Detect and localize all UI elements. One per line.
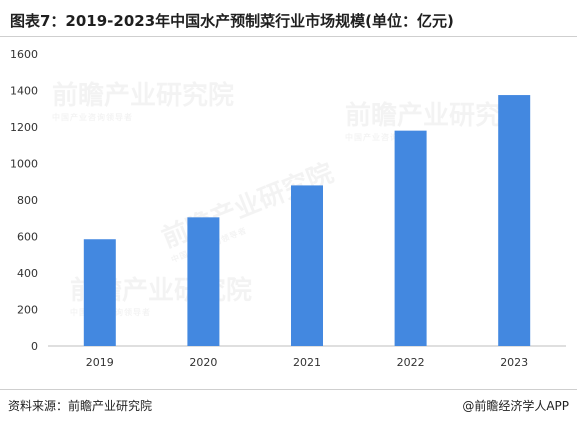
chart-title: 图表7：2019-2023年中国水产预制菜行业市场规模(单位：亿元): [10, 12, 454, 30]
x-tick-label: 2020: [189, 356, 217, 369]
x-tick-label: 2021: [293, 356, 321, 369]
bar-chart: 0 200 400 600 800 1000 1200 1400 1600 2019 2020 202…: [10, 48, 566, 369]
y-tick-label: 0: [31, 340, 38, 353]
bar-2019: [83, 239, 116, 346]
x-tick-label: 2023: [500, 356, 528, 369]
y-tick-label: 400: [17, 267, 38, 280]
x-tick-label: 2019: [86, 356, 114, 369]
y-tick-label: 800: [17, 194, 38, 207]
y-tick-label: 1400: [10, 85, 38, 98]
bar-2021: [291, 185, 323, 346]
y-tick-label: 600: [17, 231, 38, 244]
bar-2022: [394, 130, 427, 346]
bar-2023: [498, 95, 531, 346]
y-tick-label: 1000: [10, 158, 38, 171]
y-tick-label: 1200: [10, 121, 38, 134]
y-tick-label: 200: [17, 304, 38, 317]
y-tick-label: 1600: [10, 48, 38, 61]
brand-credit: @前瞻经济学人APP: [462, 399, 569, 413]
title-divider: [0, 36, 577, 37]
source-note: 资料来源：前瞻产业研究院: [8, 399, 153, 413]
footer-divider: [0, 389, 577, 390]
bar-2020: [187, 217, 220, 346]
x-tick-label: 2022: [397, 356, 425, 369]
